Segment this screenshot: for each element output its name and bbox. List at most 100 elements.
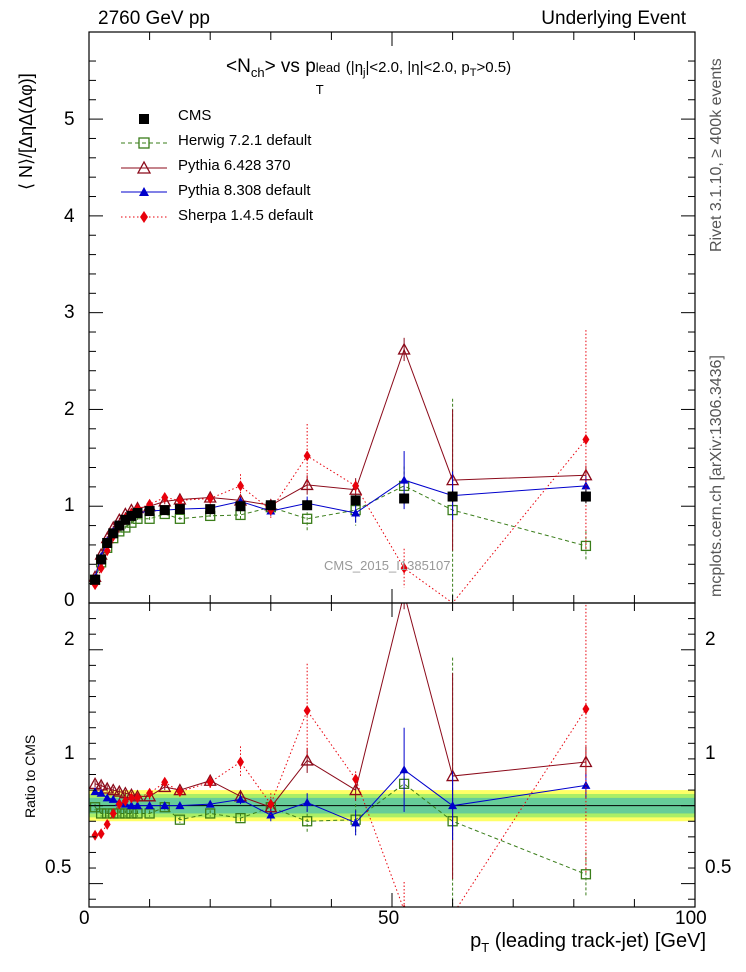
- ratio-frame: [88, 602, 696, 908]
- ratio-point: [146, 787, 154, 799]
- ratio-point: [302, 816, 313, 827]
- ratio-point: [237, 756, 244, 768]
- data-point: [237, 480, 244, 492]
- rivet-version-label: Rivet 3.1.10, ≥ 400k events: [708, 58, 725, 252]
- legend-marker-0: [139, 114, 149, 124]
- main-plot-series: [89, 330, 593, 603]
- data-point: [120, 514, 131, 525]
- ratio-point: [302, 798, 312, 807]
- ratio-point: [580, 869, 592, 880]
- legend-marker-2: [121, 160, 167, 174]
- data-point: [580, 491, 591, 502]
- ratio-y-axis-label: Ratio to CMS: [22, 734, 38, 818]
- data-point: [265, 500, 276, 511]
- y-tick-label-0: 0: [64, 590, 75, 611]
- ratio-point: [349, 783, 363, 796]
- data-point: [96, 554, 107, 565]
- data-point: [447, 491, 458, 502]
- ratio-point: [127, 792, 135, 804]
- legend-marker-4: [121, 211, 167, 223]
- legend-marker-1: [121, 137, 167, 149]
- ratio-point: [132, 801, 142, 810]
- ratio-plot-series: [89, 588, 695, 920]
- y-tick-label-4: 4: [64, 206, 75, 227]
- series-line: [94, 347, 586, 578]
- data-point: [351, 508, 361, 517]
- ratio-point: [267, 798, 275, 810]
- data-point: [302, 500, 313, 511]
- ratio-point: [205, 799, 215, 808]
- ratio-series-pythia-6-428-370: [89, 588, 593, 879]
- ratio-point: [108, 794, 118, 803]
- y-tick-label-3: 3: [64, 302, 75, 323]
- plot-title: <Nch> vs p lead T (|ηj|<2.0, |η|<2.0, pT>0.…: [226, 56, 512, 97]
- ratio-point: [174, 814, 186, 825]
- data-point: [582, 433, 590, 445]
- data-point: [235, 501, 246, 512]
- ratio-point: [96, 788, 106, 797]
- data-point: [174, 513, 186, 524]
- ratio-point: [115, 798, 123, 810]
- ratio-point: [133, 792, 141, 804]
- ratio-point: [399, 765, 409, 774]
- x-tick-label-100: 100: [675, 908, 707, 929]
- x-axis-label: pT (leading track-jet) [GeV]: [470, 930, 706, 955]
- data-point: [108, 528, 119, 539]
- ratio-point: [175, 801, 185, 810]
- ratio-point: [106, 783, 120, 796]
- legend-entry-herwig: Herwig 7.2.1 default: [178, 132, 312, 149]
- data-point: [300, 478, 314, 491]
- data-point: [399, 475, 409, 484]
- ratio-point: [399, 588, 410, 598]
- ratio-point: [145, 801, 155, 810]
- ratio-point: [103, 818, 111, 830]
- mcplots-label: mcplots.cern.ch [arXiv:1306.3436]: [708, 355, 725, 597]
- ratio-point: [160, 801, 170, 810]
- data-point: [349, 482, 363, 495]
- analysis-watermark: CMS_2015_I1385107: [324, 558, 451, 573]
- legend-markers: [121, 114, 167, 223]
- data-point: [205, 504, 216, 515]
- ratio-tick-label-right-0-5: 0.5: [705, 857, 732, 878]
- ratio-tick-label-1: 1: [64, 743, 75, 764]
- x-tick-label-0: 0: [79, 908, 90, 929]
- ratio-point: [161, 776, 169, 788]
- energy-label: 2760 GeV pp: [98, 8, 210, 29]
- ratio-point: [582, 703, 590, 715]
- series-cms: [90, 489, 591, 585]
- y-axis-label: ⟨ N⟩/[ΔηΔ(Δφ)]: [16, 73, 36, 190]
- ratio-point: [448, 801, 458, 810]
- data-point: [400, 562, 408, 574]
- data-point: [302, 513, 313, 524]
- ratio-tick-label-0-5: 0.5: [45, 857, 72, 878]
- ratio-point: [236, 794, 245, 803]
- ratio-line: [94, 603, 586, 808]
- ratio-point: [581, 780, 591, 789]
- legend-entry-pythia8: Pythia 8.308 default: [178, 182, 311, 199]
- data-point: [350, 495, 361, 506]
- ratio-point: [100, 781, 114, 794]
- ratio-point: [176, 786, 184, 798]
- ratio-point: [235, 812, 246, 824]
- data-point: [352, 480, 360, 492]
- ratio-point: [120, 808, 131, 819]
- ratio-point: [352, 773, 360, 785]
- data-point: [132, 507, 143, 518]
- ratio-tick-label-2: 2: [64, 629, 75, 650]
- ratio-point: [97, 828, 105, 840]
- ratio-point: [95, 808, 107, 819]
- ratio-point: [303, 705, 311, 717]
- data-point: [174, 504, 185, 515]
- ratio-point: [121, 795, 129, 807]
- legend-symbol: [139, 114, 149, 124]
- legend-symbol: [140, 211, 148, 223]
- legend-symbol: [138, 137, 150, 149]
- ratio-point: [449, 909, 456, 920]
- ratio-point: [205, 808, 216, 819]
- ratio-point: [206, 776, 214, 788]
- data-point: [97, 562, 105, 574]
- data-point: [114, 520, 125, 531]
- data-point: [90, 574, 101, 585]
- axis-ticks: [88, 32, 696, 907]
